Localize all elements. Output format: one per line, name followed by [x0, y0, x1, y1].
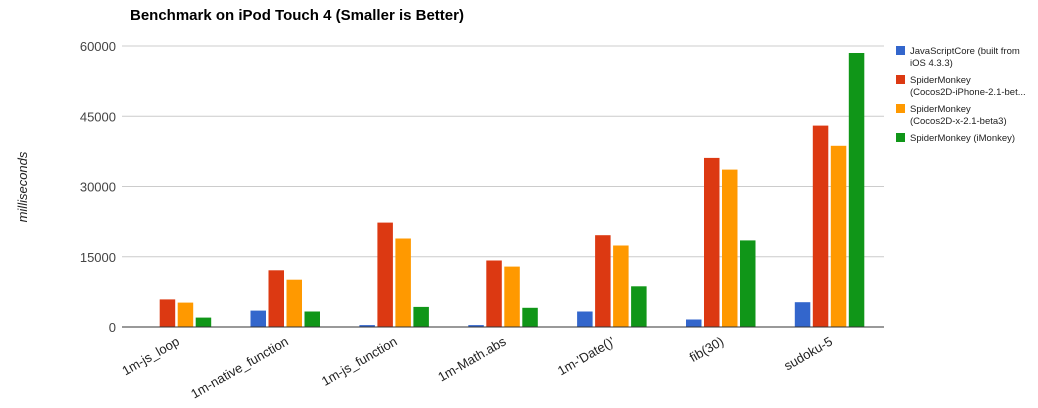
bar: [577, 311, 593, 327]
bar: [504, 266, 520, 327]
y-axis-ticks: 0 15000 30000 45000 60000: [80, 39, 116, 335]
y-tick-label: 0: [109, 320, 116, 335]
legend-label: SpiderMonkey: [910, 75, 971, 86]
legend-label: (Cocos2D-x-2.1-beta3): [910, 116, 1007, 127]
bar: [304, 311, 320, 327]
bar: [740, 240, 756, 327]
bar: [359, 325, 375, 327]
legend-swatch: [896, 133, 905, 142]
x-tick-label: 1m-Math.abs: [435, 333, 509, 384]
bar: [195, 317, 212, 327]
y-axis-label: milliseconds: [15, 151, 30, 222]
bar: [250, 310, 266, 327]
legend-label: SpiderMonkey (iMonkey): [910, 133, 1015, 144]
bar: [395, 238, 411, 327]
bar: [613, 245, 629, 327]
legend-label: (Cocos2D-iPhone-2.1-bet...: [910, 87, 1026, 98]
legend-entry: SpiderMonkey(Cocos2D-iPhone-2.1-bet...: [896, 75, 1026, 98]
chart-title: Benchmark on iPod Touch 4 (Smaller is Be…: [130, 7, 464, 24]
bar: [522, 307, 538, 327]
bar: [595, 235, 611, 327]
legend-label: JavaScriptCore (built from: [910, 46, 1020, 57]
legend-label: SpiderMonkey: [910, 104, 971, 115]
y-tick-label: 15000: [80, 250, 116, 265]
legend-label: iOS 4.3.3): [910, 58, 953, 69]
legend-entry: SpiderMonkey (iMonkey): [896, 133, 1015, 144]
bar: [812, 125, 829, 327]
bar: [722, 169, 738, 327]
bar: [286, 279, 302, 327]
x-tick-label: 1m-'Date()': [555, 334, 617, 379]
bar: [704, 157, 720, 327]
bar: [686, 319, 702, 327]
bar: [631, 286, 647, 327]
x-tick-label: 1m-native_function: [188, 334, 291, 402]
x-tick-label: fib(30): [687, 334, 726, 365]
bar: [413, 306, 429, 327]
y-tick-label: 30000: [80, 180, 116, 195]
bar: [468, 325, 484, 327]
x-tick-label: 1m-js_loop: [119, 334, 182, 379]
bar: [830, 145, 847, 327]
legend-swatch: [896, 46, 905, 55]
y-tick-label: 60000: [80, 39, 116, 54]
bar: [159, 299, 176, 327]
x-tick-label: sudoku-5: [781, 334, 835, 374]
gridlines: [122, 45, 884, 258]
x-axis-ticks: 1m-js_loop 1m-native_function 1m-js_functi…: [119, 333, 835, 401]
bar: [486, 260, 502, 327]
bar: [268, 270, 284, 327]
y-tick-label: 45000: [80, 109, 116, 124]
bar: [177, 302, 194, 327]
bar: [848, 53, 865, 327]
bar: [794, 302, 811, 327]
legend-swatch: [896, 75, 905, 84]
legend-entry: SpiderMonkey(Cocos2D-x-2.1-beta3): [896, 104, 1007, 127]
x-tick-label: 1m-js_function: [319, 334, 400, 389]
legend-swatch: [896, 104, 905, 113]
bars: [159, 53, 865, 327]
bar: [377, 222, 393, 327]
